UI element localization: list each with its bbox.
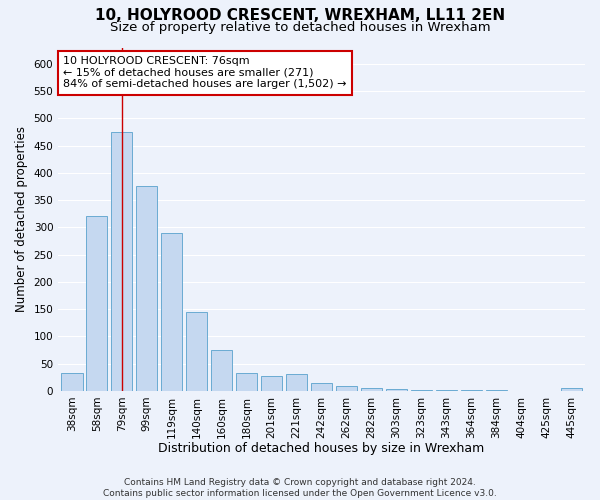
Text: Size of property relative to detached houses in Wrexham: Size of property relative to detached ho… [110,21,490,34]
Bar [236,373,257,391]
Bar [61,374,83,391]
Bar [386,389,407,391]
Bar [560,388,582,391]
Bar [311,382,332,391]
Bar [336,386,357,391]
Bar [186,312,208,391]
Bar [486,390,507,391]
Bar [261,376,282,391]
Bar [361,388,382,391]
Text: 10, HOLYROOD CRESCENT, WREXHAM, LL11 2EN: 10, HOLYROOD CRESCENT, WREXHAM, LL11 2EN [95,8,505,22]
Bar [411,390,432,391]
Bar [461,390,482,391]
Text: Contains HM Land Registry data © Crown copyright and database right 2024.
Contai: Contains HM Land Registry data © Crown c… [103,478,497,498]
Bar [211,350,232,391]
Bar [286,374,307,391]
Y-axis label: Number of detached properties: Number of detached properties [15,126,28,312]
X-axis label: Distribution of detached houses by size in Wrexham: Distribution of detached houses by size … [158,442,485,455]
Bar [111,132,133,391]
Text: 10 HOLYROOD CRESCENT: 76sqm
← 15% of detached houses are smaller (271)
84% of se: 10 HOLYROOD CRESCENT: 76sqm ← 15% of det… [64,56,347,90]
Bar [436,390,457,391]
Bar [136,186,157,391]
Bar [161,233,182,391]
Bar [86,216,107,391]
